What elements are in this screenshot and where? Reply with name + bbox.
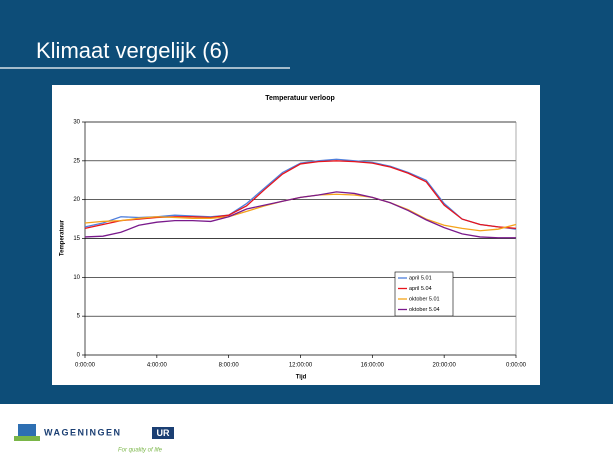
logo-tagline: For quality of life [118,448,163,454]
x-tick-label: 0:00:00 [506,363,527,369]
legend-label: oktober 5.04 [409,307,440,313]
legend-label: oktober 5.01 [409,296,440,302]
slide-title: Klimaat vergelijk (6) [36,38,229,63]
y-tick-label: 30 [73,120,80,126]
logo-icon-base [14,436,40,441]
legend-box [394,271,454,317]
logo-badge: UR [157,428,170,438]
x-tick-label: 20:00:00 [432,363,456,369]
y-tick-label: 15 [73,236,80,242]
y-axis-label: Temperatuur [60,219,66,256]
series-line [84,160,517,230]
series-line [84,191,516,239]
y-tick-label: 25 [73,158,80,164]
y-tick-label: 20 [73,197,80,203]
x-tick-label: 16:00:00 [361,363,385,369]
legend-label: april 5.01 [409,275,432,281]
x-tick-label: 0:00:00 [75,363,96,369]
x-tick-label: 8:00:00 [219,363,240,369]
x-tick-label: 12:00:00 [289,363,313,369]
x-axis-label: Tijd [296,375,307,381]
footer [0,404,613,461]
logo-badge-box [152,427,174,439]
chart-title: Temperatuur verloop [265,95,335,102]
y-tick-label: 0 [77,353,81,359]
y-tick-label: 10 [73,275,80,281]
x-tick-label: 4:00:00 [147,363,168,369]
legend-label: april 5.04 [409,286,432,292]
logo-name: WAGENINGEN [44,427,122,437]
chart-box [52,85,540,385]
y-tick-label: 5 [77,314,81,320]
